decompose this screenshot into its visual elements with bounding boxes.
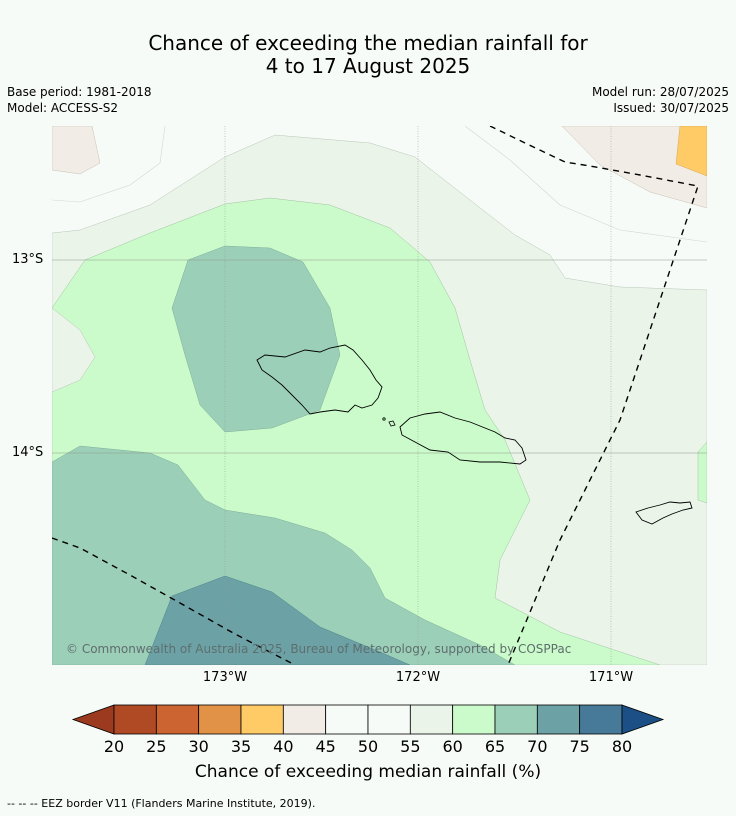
gridlines xyxy=(52,126,707,665)
colorbar xyxy=(71,704,665,735)
colorbar-swatch xyxy=(325,704,369,735)
colorbar-under-arrow xyxy=(71,704,115,735)
issued-date: Issued: 30/07/2025 xyxy=(613,101,729,115)
contour-60-65-east xyxy=(697,441,707,504)
contour-40-45-ne xyxy=(561,126,707,209)
run-info: Model run: 28/07/2025 Issued: 30/07/2025 xyxy=(592,84,729,116)
lon-label-171w: 171°W xyxy=(588,670,634,685)
colorbar-tick-label: 45 xyxy=(315,737,336,756)
contour-70-75 xyxy=(144,575,411,665)
contour-65-70-center xyxy=(171,245,341,433)
colorbar-over-arrow xyxy=(621,704,665,735)
contour-line-nw xyxy=(52,126,166,203)
colorbar-tick-label: 80 xyxy=(611,737,633,756)
colorbar-swatch xyxy=(536,704,581,735)
colorbar-tick-label: 25 xyxy=(146,737,167,756)
colorbar-tick-label: 40 xyxy=(273,737,294,756)
colorbar-swatch xyxy=(579,704,623,735)
title-line-2: 4 to 17 August 2025 xyxy=(265,54,471,78)
lon-label-172w: 172°W xyxy=(395,670,441,685)
contour-layer xyxy=(52,126,707,665)
colorbar-swatch xyxy=(240,704,284,735)
savaii-island xyxy=(256,344,383,415)
colorbar-label: Chance of exceeding median rainfall (%) xyxy=(194,762,542,782)
lat-label-13s: 13°S xyxy=(12,252,44,267)
contour-40-45-nw xyxy=(52,126,101,175)
base-period: Base period: 1981-2018 xyxy=(7,85,152,99)
model-run-date: Model run: 28/07/2025 xyxy=(591,85,729,99)
lat-label-14s: 14°S xyxy=(12,445,44,460)
colorbar-tick-label: 60 xyxy=(442,737,463,756)
title-line-1: Chance of exceeding the median rainfall … xyxy=(148,31,588,55)
colorbar-swatch xyxy=(494,704,538,735)
colorbar-swatch xyxy=(155,704,200,735)
eez-border-east xyxy=(489,126,699,665)
eez-footnote: -- -- -- EEZ border V11 (Flanders Marine… xyxy=(7,797,316,810)
colorbar-tick-label: 75 xyxy=(569,737,590,756)
colorbar-tick-label: 55 xyxy=(400,737,421,756)
manono-islet xyxy=(388,420,396,427)
colorbar-swatch xyxy=(409,704,454,735)
model-info: Base period: 1981-2018 Model: ACCESS-S2 xyxy=(7,84,152,116)
colorbar-tick-label: 35 xyxy=(230,737,252,756)
eez-border-south xyxy=(52,537,296,665)
colorbar-tick-label: 20 xyxy=(103,737,125,756)
colorbar-tick-label: 70 xyxy=(527,737,548,756)
copyright-notice: © Commonwealth of Australia 2025, Bureau… xyxy=(66,642,572,656)
colorbar-tick-label: 50 xyxy=(357,737,379,756)
contour-35-40-ne xyxy=(675,126,707,177)
colorbar-swatch xyxy=(198,704,242,735)
colorbar-tick-label: 65 xyxy=(484,737,506,756)
colorbar-swatch xyxy=(452,704,496,735)
tutuila-island xyxy=(635,501,693,525)
islet xyxy=(382,417,386,421)
model-name: Model: ACCESS-S2 xyxy=(7,101,119,115)
colorbar-tick-label: 30 xyxy=(188,737,209,756)
contour-55-60-west xyxy=(52,307,96,393)
contour-line-ne xyxy=(464,126,707,243)
colorbar-swatch xyxy=(113,704,157,735)
lon-label-173w: 173°W xyxy=(202,670,248,685)
upolu-island xyxy=(399,411,527,465)
colorbar-swatch xyxy=(282,704,327,735)
colorbar-swatch xyxy=(367,704,411,735)
